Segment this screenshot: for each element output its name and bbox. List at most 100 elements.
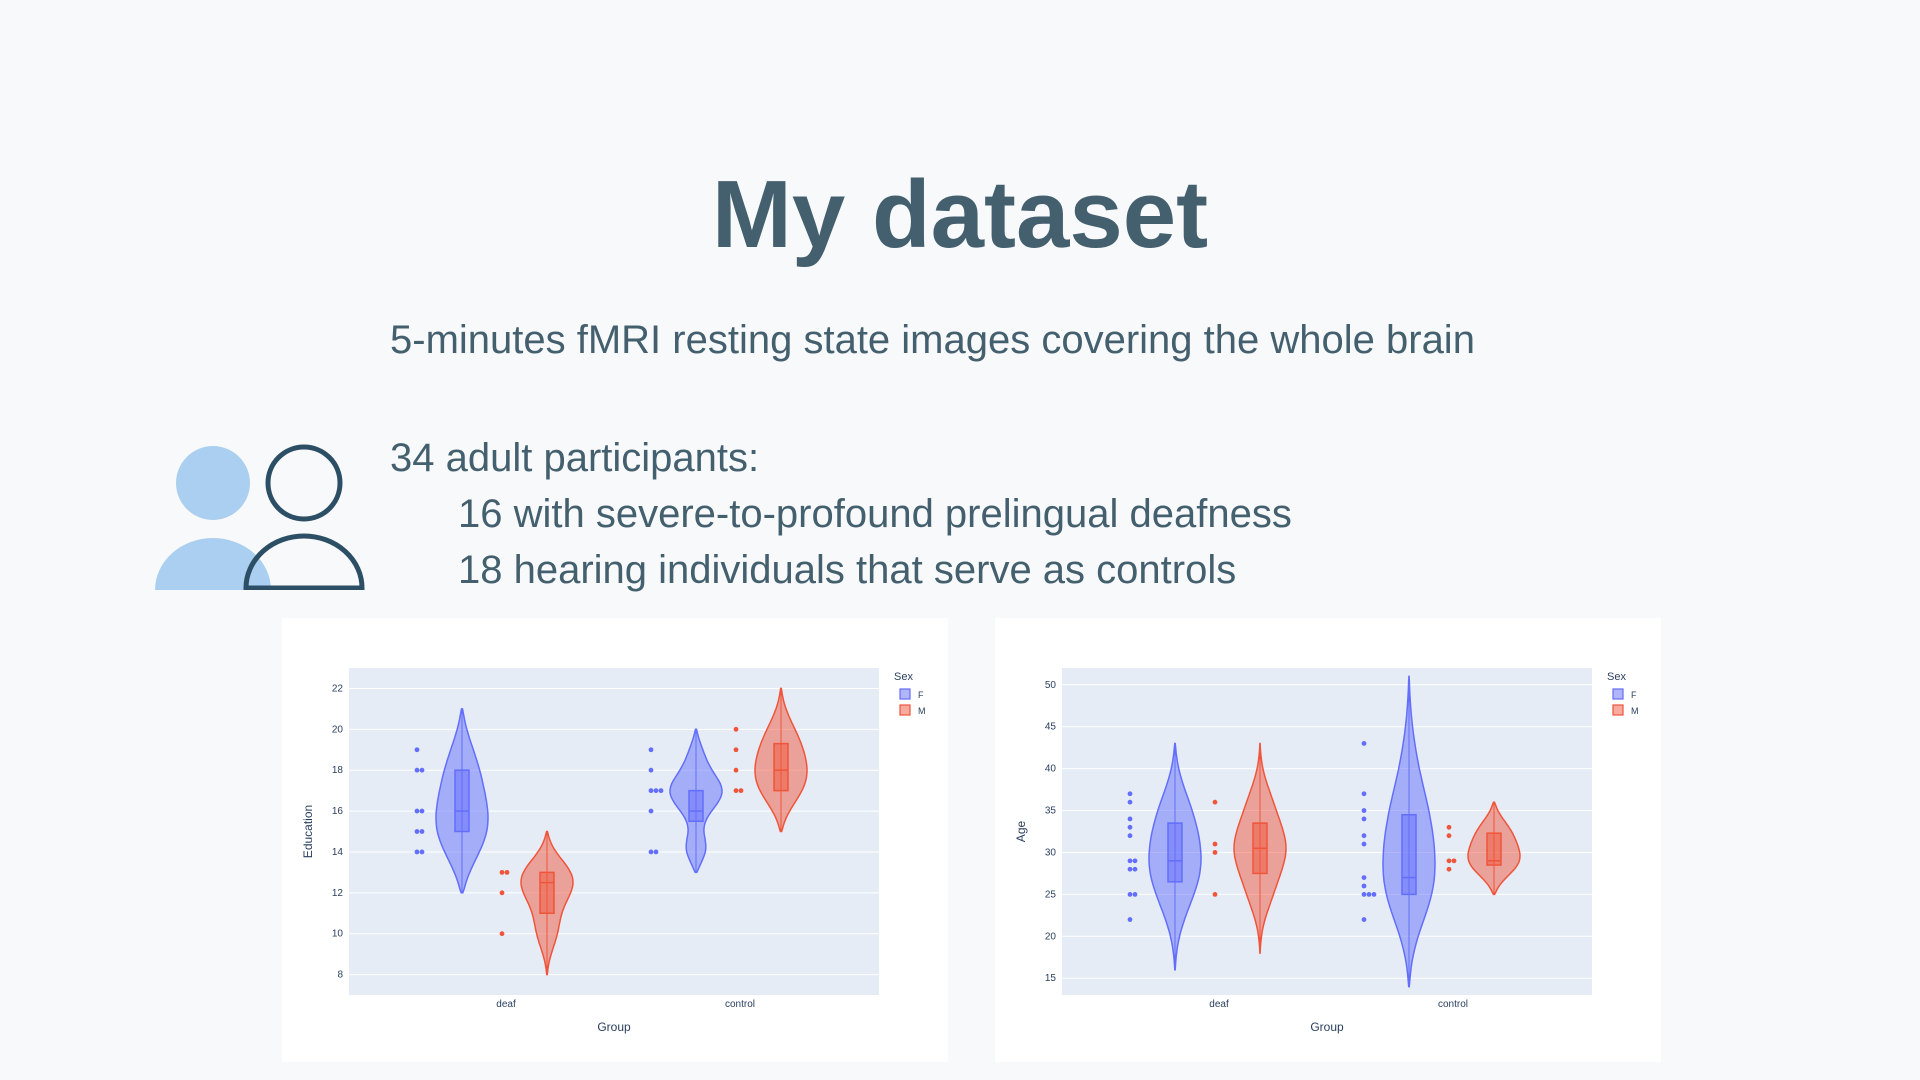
point-F-control xyxy=(648,747,654,753)
people-icon xyxy=(155,444,365,590)
point-F-control xyxy=(1361,741,1367,746)
point-F-control xyxy=(648,808,654,814)
participants-item-controls: 18 hearing individuals that serve as con… xyxy=(458,548,1237,592)
legend-title: Sex xyxy=(1607,671,1626,683)
slide-title: My dataset xyxy=(711,161,1209,268)
point-M-control xyxy=(733,788,739,794)
point-M-deaf xyxy=(499,890,505,896)
box-F-control xyxy=(688,789,704,823)
point-M-deaf xyxy=(504,869,510,875)
point-F-control xyxy=(1361,841,1367,847)
point-F-control xyxy=(1361,808,1367,813)
point-M-deaf xyxy=(1212,841,1218,847)
point-M-control xyxy=(1446,824,1452,830)
slide-subtitle: 5-minutes fMRI resting state images cove… xyxy=(390,318,1475,362)
point-F-deaf xyxy=(1127,858,1133,864)
point-F-control xyxy=(1361,833,1367,839)
y-axis-label: Education xyxy=(301,805,315,858)
point-F-control xyxy=(1366,891,1372,897)
y-tick-label: 8 xyxy=(337,970,343,981)
box-M-control xyxy=(1486,832,1502,866)
point-F-deaf xyxy=(419,767,425,773)
point-F-control xyxy=(1361,883,1367,889)
point-F-control xyxy=(648,788,654,794)
legend-label-M: M xyxy=(1631,706,1639,716)
point-F-deaf xyxy=(1132,858,1138,864)
point-F-deaf xyxy=(1127,917,1133,922)
y-axis-label: Age xyxy=(1014,821,1028,843)
y-tick-label: 45 xyxy=(1045,722,1057,733)
box-F-deaf xyxy=(454,769,470,833)
box-F-control xyxy=(1401,813,1417,896)
point-F-control xyxy=(653,788,659,794)
y-tick-label: 16 xyxy=(332,806,344,817)
point-F-deaf xyxy=(414,849,420,855)
x-axis-label: Group xyxy=(597,1020,631,1034)
point-F-deaf xyxy=(414,767,420,773)
point-M-control xyxy=(733,726,739,732)
participants-block: 34 adult participants: 16 with severe-to… xyxy=(390,430,1292,598)
legend-swatch-M xyxy=(899,704,911,716)
point-M-deaf xyxy=(499,869,505,875)
point-M-control xyxy=(1446,866,1452,872)
point-M-control xyxy=(733,767,739,773)
point-F-deaf xyxy=(1127,816,1133,822)
point-F-control xyxy=(653,849,659,855)
participants-item-deaf: 16 with severe-to-profound prelingual de… xyxy=(458,492,1292,536)
y-tick-label: 14 xyxy=(332,847,344,858)
age-violin-chart: 15 20 25 30 35 40 45 50 deaf control Group Age Sex F M xyxy=(995,618,1661,1062)
x-axis-label: Group xyxy=(1310,1020,1344,1034)
legend-label-M: M xyxy=(918,706,926,716)
y-tick-label: 15 xyxy=(1045,973,1057,984)
age-chart-svg: 15 20 25 30 35 40 45 50 deaf control Group Age Sex FM xyxy=(1014,668,1639,1034)
legend-label-F: F xyxy=(918,690,924,700)
point-M-control xyxy=(1451,858,1457,864)
point-F-control xyxy=(1361,816,1367,822)
point-F-deaf xyxy=(419,808,425,814)
legend-title: Sex xyxy=(894,671,913,683)
plot-background xyxy=(1062,668,1592,995)
x-tick-label: deaf xyxy=(1209,999,1229,1010)
box-F-deaf xyxy=(1167,822,1183,883)
point-M-control xyxy=(733,747,739,753)
y-tick-label: 12 xyxy=(332,888,344,899)
point-F-deaf xyxy=(414,829,420,834)
point-F-control xyxy=(1371,891,1377,897)
point-F-control xyxy=(658,788,664,794)
y-tick-label: 50 xyxy=(1045,680,1057,691)
x-tick-label: control xyxy=(725,999,755,1010)
y-tick-label: 35 xyxy=(1045,806,1057,817)
plot-background xyxy=(349,668,879,995)
point-M-control xyxy=(738,788,744,794)
y-tick-label: 20 xyxy=(332,724,344,735)
point-M-deaf xyxy=(1212,799,1218,805)
point-F-control xyxy=(648,767,654,773)
point-F-deaf xyxy=(419,829,425,834)
legend-swatch-F xyxy=(1612,688,1624,700)
point-M-deaf xyxy=(1212,850,1218,855)
legend-swatch-F xyxy=(899,688,911,700)
participants-heading: 34 adult participants: xyxy=(390,436,760,480)
point-M-control xyxy=(1446,833,1452,839)
point-M-control xyxy=(1446,858,1452,864)
point-F-deaf xyxy=(1132,866,1138,872)
point-F-control xyxy=(1361,791,1367,797)
point-F-control xyxy=(1361,917,1367,922)
point-F-deaf xyxy=(1127,799,1133,805)
point-F-deaf xyxy=(419,849,425,855)
x-tick-label: control xyxy=(1438,999,1468,1010)
point-F-deaf xyxy=(414,747,420,753)
legend-label-F: F xyxy=(1631,690,1637,700)
education-chart-svg: 8 10 12 14 16 18 20 22 deaf control Group Education… xyxy=(301,668,926,1034)
point-M-deaf xyxy=(1212,891,1218,897)
point-F-deaf xyxy=(1127,791,1133,797)
y-tick-label: 10 xyxy=(332,929,344,940)
point-F-deaf xyxy=(414,808,420,814)
point-M-deaf xyxy=(499,931,505,937)
y-tick-label: 25 xyxy=(1045,889,1057,900)
y-tick-label: 18 xyxy=(332,765,344,776)
point-F-deaf xyxy=(1132,891,1138,897)
point-F-deaf xyxy=(1127,891,1133,897)
legend-swatch-M xyxy=(1612,704,1624,716)
y-tick-label: 30 xyxy=(1045,847,1057,858)
